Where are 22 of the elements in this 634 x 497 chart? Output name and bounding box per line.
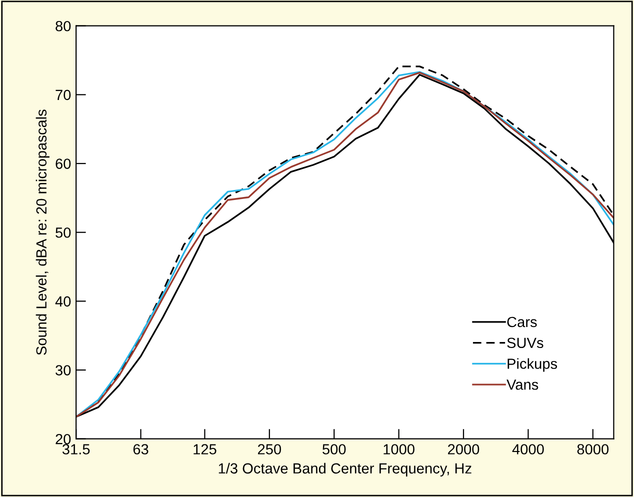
legend-label: SUVs: [507, 338, 544, 348]
legend-label: Pickups: [508, 358, 558, 372]
y-tick-label: 20: [56, 434, 71, 444]
x-tick-label: 8000: [577, 444, 609, 454]
x-axis-title: 1/3 Octave Band Center Frequency, Hz: [218, 462, 472, 476]
x-tick-label: 63: [133, 444, 148, 454]
x-tick-label: 250: [258, 444, 282, 454]
y-tick-label: 80: [56, 20, 71, 32]
y-tick-label: 70: [56, 90, 71, 100]
legend-label: Cars: [507, 316, 537, 328]
legend-label: Vans: [506, 380, 538, 390]
x-tick-label: 2000: [448, 444, 480, 454]
x-tick-label: 1000: [384, 444, 414, 454]
x-tick-label: 31.5: [62, 444, 90, 454]
x-tick-label: 125: [194, 444, 216, 454]
y-tick-label: 30: [56, 365, 71, 376]
x-tick-label: 500: [322, 444, 346, 454]
y-tick-label: 50: [56, 227, 71, 238]
y-tick-label: 40: [55, 296, 71, 307]
y-axis-title: Sound Level, dBA re: 20 micropascals: [36, 110, 50, 355]
x-tick-label: 4000: [512, 444, 544, 454]
y-tick-label: 60: [56, 158, 71, 169]
